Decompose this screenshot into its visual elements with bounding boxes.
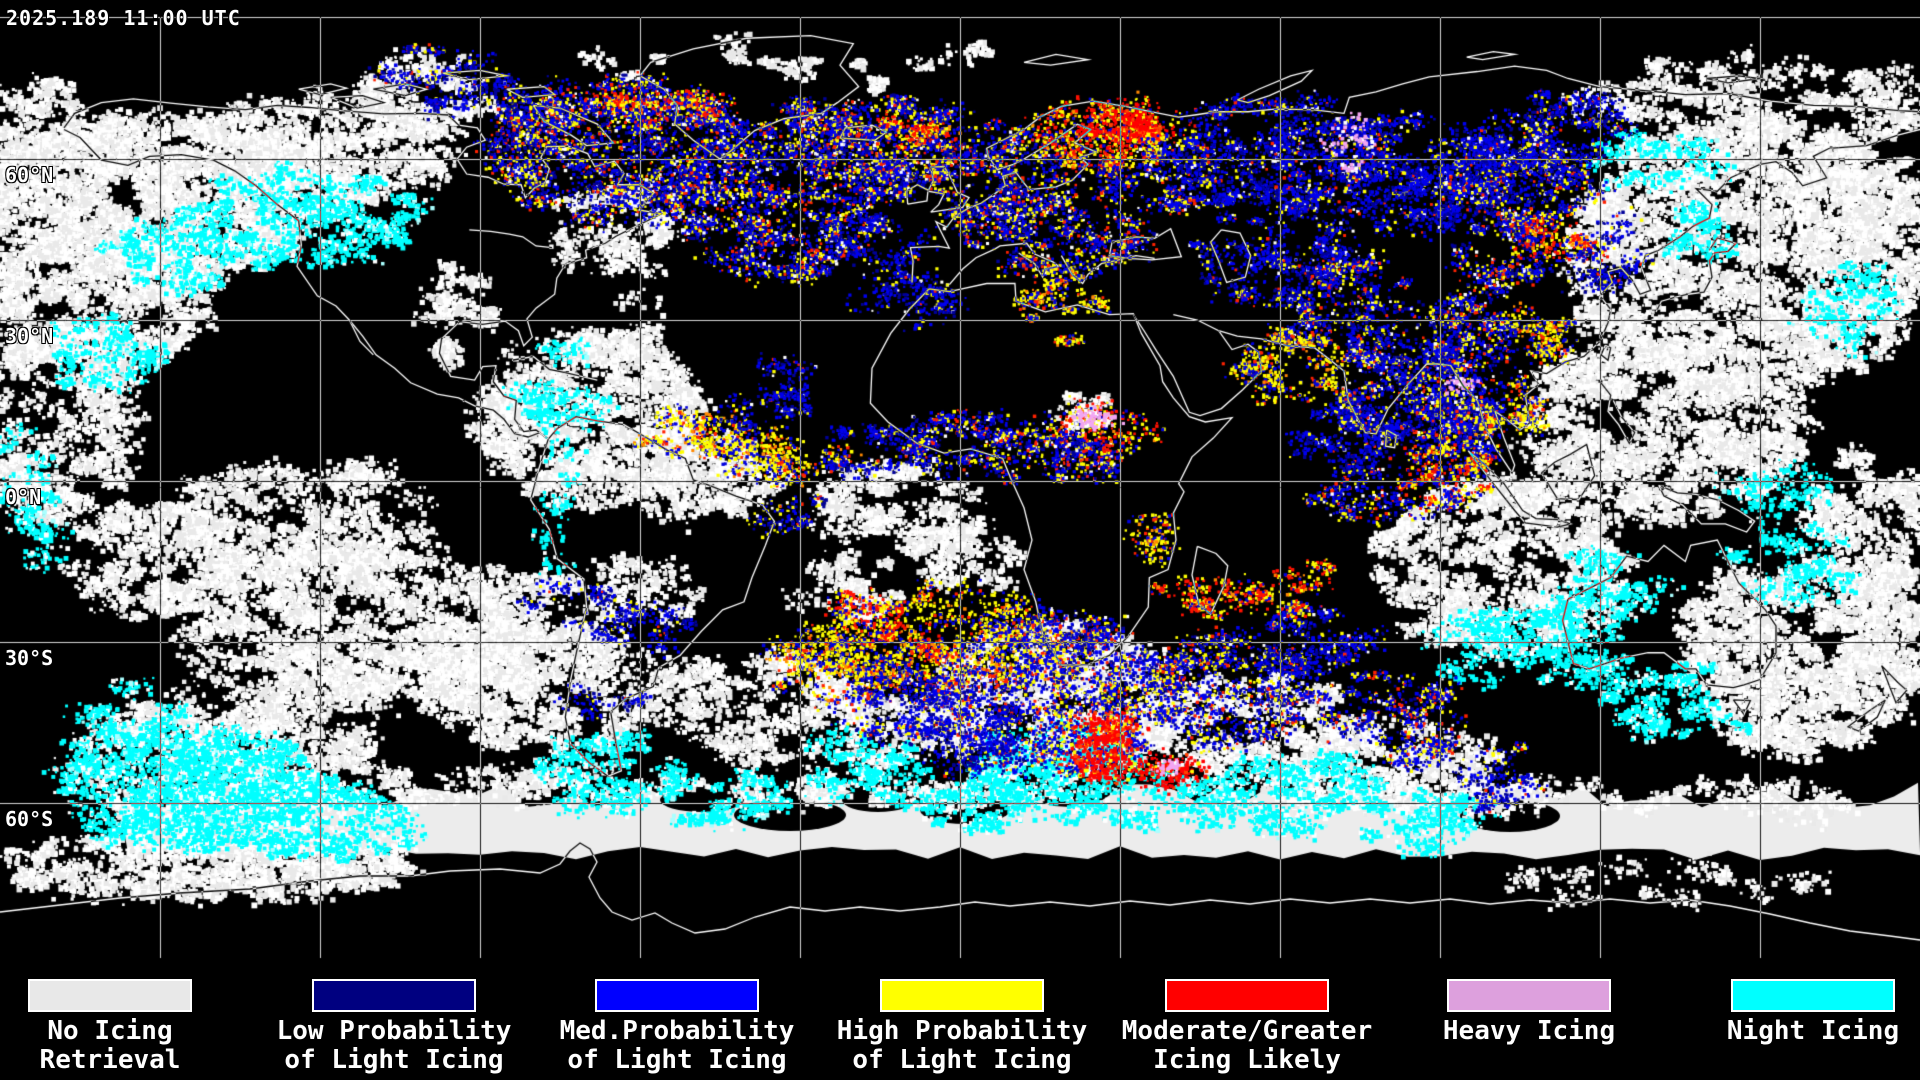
timestamp: 2025.189 11:00 UTC bbox=[6, 6, 241, 30]
legend-swatch bbox=[1165, 979, 1329, 1012]
icing-map-canvas bbox=[0, 0, 1920, 965]
legend-swatch bbox=[595, 979, 759, 1012]
legend-label: Night Icing bbox=[1726, 1016, 1900, 1046]
legend-label: Moderate/Greater Icing Likely bbox=[1121, 1016, 1373, 1075]
legend-label: High Probability of Light Icing bbox=[836, 1016, 1088, 1075]
legend-label: Low Probability of Light Icing bbox=[276, 1016, 512, 1075]
legend-label: Heavy Icing bbox=[1442, 1016, 1616, 1046]
legend-swatch bbox=[1447, 979, 1611, 1012]
latitude-label: 60°S bbox=[5, 807, 54, 831]
legend-swatch bbox=[880, 979, 1044, 1012]
latitude-label: 60°N bbox=[5, 163, 54, 187]
legend-label: Med.Probability of Light Icing bbox=[559, 1016, 795, 1075]
legend: No Icing Retrieval Low Probability of Light… bbox=[0, 965, 1920, 1080]
latitude-label: 30°N bbox=[5, 324, 54, 348]
latitude-label: 0°N bbox=[5, 485, 42, 509]
legend-swatch bbox=[1731, 979, 1895, 1012]
legend-swatch bbox=[28, 979, 192, 1012]
legend-label: No Icing Retrieval bbox=[39, 1016, 181, 1075]
legend-swatch bbox=[312, 979, 476, 1012]
latitude-label: 30°S bbox=[5, 646, 54, 670]
